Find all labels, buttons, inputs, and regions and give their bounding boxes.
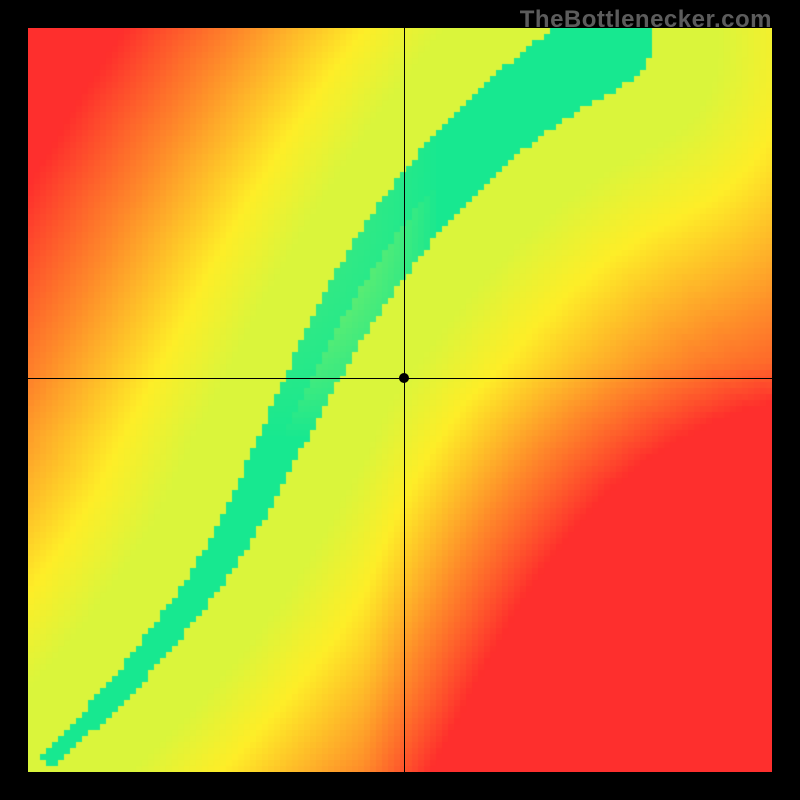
data-point-marker — [399, 373, 409, 383]
crosshair-vertical — [404, 28, 405, 772]
chart-container: TheBottlenecker.com — [0, 0, 800, 800]
heatmap-canvas — [28, 28, 772, 772]
plot-area — [28, 28, 772, 772]
watermark-text: TheBottlenecker.com — [520, 6, 772, 34]
